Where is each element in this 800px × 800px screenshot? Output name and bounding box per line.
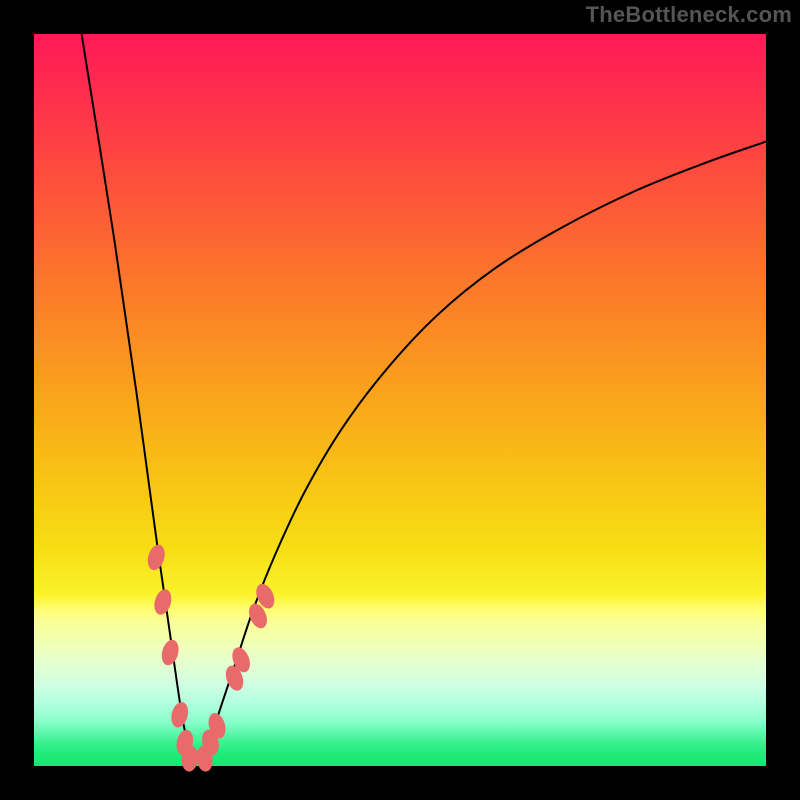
plot-background	[34, 34, 766, 766]
watermark-text: TheBottleneck.com	[586, 2, 792, 28]
chart-svg	[0, 0, 800, 800]
